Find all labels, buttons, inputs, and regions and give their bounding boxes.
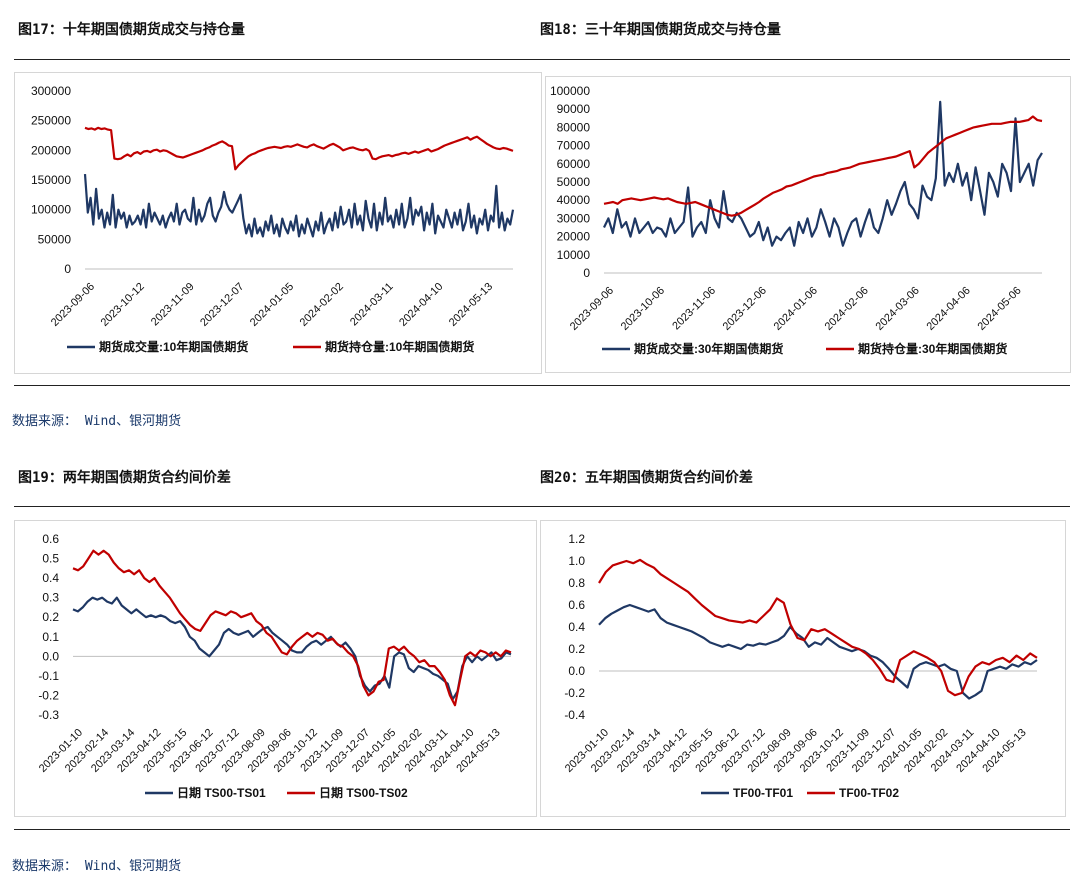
chart-panel-10y: 300000 250000 200000 150000 100000 50000 0 2023…	[14, 72, 542, 374]
y-tick-label: 0.6	[568, 598, 585, 612]
x-tick-label: 2023-12-07	[198, 281, 246, 329]
x-tick-label: 2023-10-12	[99, 281, 147, 329]
figure-20-title: 图20：五年期国债期货合约间价差	[540, 470, 753, 486]
y-tick-label: 0.0	[42, 649, 59, 663]
y-tick-label: 0.8	[568, 576, 585, 590]
x-tick-label: 2023-09-06	[568, 285, 616, 333]
series-line-red	[84, 126, 514, 171]
legend-label: 日期 TS00-TS02	[319, 785, 408, 800]
y-tick-label: -0.1	[38, 669, 59, 683]
x-tick-label: 2024-01-06	[772, 285, 820, 333]
series-line-red	[72, 549, 512, 707]
y-tick-label: 0.5	[42, 552, 59, 566]
mid-rule-2	[14, 506, 1070, 507]
x-tick-label: 2023-09-06	[49, 281, 97, 329]
y-tick-label: 0.6	[42, 532, 59, 546]
chart-30y-volume-oi: 1000009000080000700006000050000400003000…	[550, 84, 1043, 356]
y-tick-label: 90000	[557, 102, 591, 116]
x-tick-label: 2024-02-06	[823, 285, 871, 333]
x-tick-label: 2024-03-06	[874, 285, 922, 333]
chart-panel-30y: 100000 90000 80000 70000 60000 50000 40000 3000…	[545, 76, 1071, 373]
chart-panel-5y: 1.2 1.0 0.8 0.6 0.4 0.2 0.0 -0.2 -0.4 2023-01-10 2…	[540, 520, 1066, 817]
x-tick-label: 2024-03-11	[348, 281, 396, 329]
bottom-rule	[14, 829, 1070, 830]
top-rule	[14, 59, 1070, 60]
y-tick-label: 300000	[31, 84, 71, 98]
figure-17-title: 图17：十年期国债期货成交与持仓量	[18, 22, 245, 38]
legend-label: 期货持仓量:10年期国债期货	[325, 339, 474, 354]
x-tick-label: 2024-04-06	[925, 285, 973, 333]
y-tick-label: 100000	[31, 203, 71, 217]
y-tick-label: 0	[583, 266, 590, 280]
chart-5y-spread: 1.21.00.80.60.40.20.0-0.2-0.42023-01-102…	[563, 532, 1038, 800]
y-tick-label: -0.4	[564, 708, 585, 722]
legend-label: 期货成交量:10年期国债期货	[99, 339, 248, 354]
x-tick-label: 2023-11-09	[149, 281, 197, 329]
chart-panel-2y: 0.6 0.5 0.4 0.3 0.2 0.1 0.0 -0.1 -0.2 -0.3 2023-01…	[14, 520, 537, 817]
y-tick-label: 0.2	[568, 642, 585, 656]
y-tick-label: 1.2	[568, 532, 585, 546]
legend-label: 期货成交量:30年期国债期货	[634, 341, 783, 356]
y-tick-label: 60000	[557, 157, 591, 171]
source-note-1: 数据来源： Wind、银河期货	[12, 414, 182, 429]
y-tick-label: 0.4	[568, 620, 585, 634]
y-tick-label: -0.2	[564, 686, 585, 700]
series-line-red	[603, 115, 1043, 217]
y-tick-label: 70000	[557, 139, 591, 153]
series-line-red	[598, 558, 1038, 697]
x-tick-label: 2024-05-13	[447, 281, 495, 329]
y-tick-label: 10000	[557, 248, 591, 262]
y-tick-label: 80000	[557, 120, 591, 134]
x-tick-label: 2024-02-02	[298, 281, 346, 329]
figure-18-title: 图18：三十年期国债期货成交与持仓量	[540, 22, 781, 38]
x-tick-label: 2024-05-06	[975, 285, 1023, 333]
series-line-navy	[83, 174, 515, 238]
source-note-2: 数据来源： Wind、银河期货	[12, 859, 182, 874]
legend-label: TF00-TF01	[733, 786, 793, 800]
x-tick-label: 2023-10-06	[619, 285, 667, 333]
y-tick-label: 250000	[31, 114, 71, 128]
y-tick-label: -0.2	[38, 688, 59, 702]
y-tick-label: 0	[64, 262, 71, 276]
mid-rule-1	[14, 385, 1070, 386]
y-tick-label: 1.0	[568, 554, 585, 568]
y-tick-label: 200000	[31, 143, 71, 157]
legend-label: 期货持仓量:30年期国债期货	[858, 341, 1007, 356]
series-line-navy	[72, 596, 512, 701]
y-tick-label: 0.2	[42, 610, 59, 624]
y-tick-label: 150000	[31, 173, 71, 187]
y-tick-label: 100000	[550, 84, 590, 98]
legend-label: 日期 TS00-TS01	[177, 785, 266, 800]
y-tick-label: -0.3	[38, 708, 59, 722]
chart-2y-spread: 0.60.50.40.30.20.10.0-0.1-0.2-0.32023-01…	[37, 532, 512, 800]
y-tick-label: 0.4	[42, 571, 59, 585]
x-tick-label: 2023-12-06	[721, 285, 769, 333]
y-tick-label: 0.0	[568, 664, 585, 678]
legend-label: TF00-TF02	[839, 786, 899, 800]
series-line-navy	[603, 100, 1043, 247]
y-tick-label: 50000	[38, 232, 72, 246]
y-tick-label: 30000	[557, 211, 591, 225]
y-tick-label: 40000	[557, 193, 591, 207]
y-tick-label: 50000	[557, 175, 591, 189]
series-line-navy	[598, 603, 1038, 700]
x-tick-label: 2023-11-06	[670, 285, 718, 333]
figure-19-title: 图19：两年期国债期货合约间价差	[18, 470, 231, 486]
y-tick-label: 0.3	[42, 591, 59, 605]
y-tick-label: 20000	[557, 230, 591, 244]
x-tick-label: 2024-04-10	[397, 281, 445, 329]
y-tick-label: 0.1	[42, 630, 59, 644]
chart-10y-volume-oi: 300000 250000 200000 150000 100000 50000 0 2023…	[31, 84, 515, 354]
x-tick-label: 2024-01-05	[248, 281, 296, 329]
